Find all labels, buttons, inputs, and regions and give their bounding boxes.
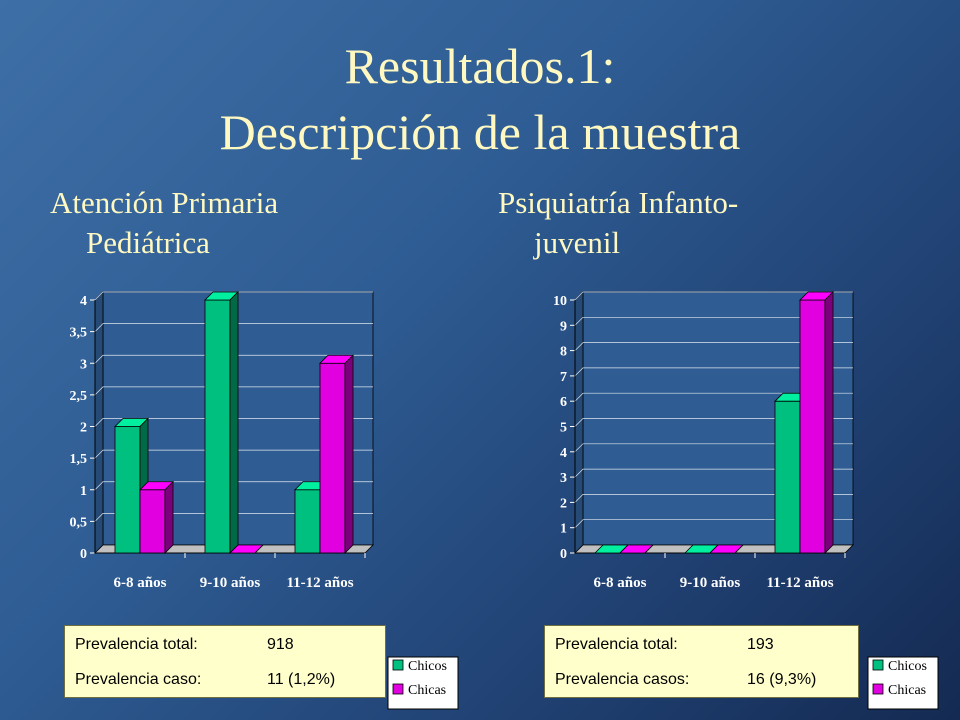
y-tick-label: 2,5 (70, 389, 88, 404)
y-tick-label: 0,5 (70, 515, 88, 530)
legend-label: Chicos (408, 659, 447, 674)
y-tick-label: 1 (80, 484, 87, 499)
y-tick-label: 4 (560, 446, 567, 461)
primary-care-bar-chart: 0 0,5 1 1,5 2 2,5 3 3,5 4 6-8 años 9-10 años 11-12 … (70, 291, 459, 710)
y-tick-label: 4 (80, 294, 87, 309)
slide-title-line2: Descripción de la muestra (219, 104, 741, 160)
x-category-label: 6-8 años (594, 575, 647, 591)
gridline (94, 291, 373, 301)
prevalence-cases-value: 16 (9,3%) (747, 671, 817, 688)
y-tick-label: 3 (80, 357, 87, 372)
bar-chicas-side (164, 480, 174, 554)
y-tick-label: 3,5 (70, 326, 88, 341)
y-tick-label: 1,5 (70, 452, 88, 467)
bar-chicas-side (644, 544, 654, 554)
bar-chicos-front (774, 400, 801, 554)
x-category-label: 11-12 años (766, 575, 833, 591)
slide-title-line1: Resultados.1: (344, 38, 616, 94)
y-tick-label: 6 (560, 395, 567, 410)
gridline (94, 418, 373, 427)
prevalence-total-label: Prevalencia total: (75, 636, 198, 653)
psychiatry-bar-chart: 0 1 2 3 4 5 6 7 8 9 10 6-8 años 9-10 años 11-12 años C… (553, 291, 939, 710)
y-tick-label: 2 (80, 421, 87, 436)
prevalence-total-label: Prevalencia total: (555, 636, 678, 653)
y-tick-label: 10 (553, 294, 567, 309)
y-tick-label: 5 (560, 421, 567, 436)
gridline (574, 291, 853, 301)
gridline (94, 449, 373, 459)
y-tick-label: 0 (80, 547, 87, 562)
bar-chicas-front (319, 362, 346, 554)
gridline (574, 443, 853, 453)
y-tick-label: 8 (560, 345, 567, 360)
y-tick-label: 7 (560, 370, 567, 385)
gridline (574, 316, 853, 326)
x-category-label: 9-10 años (200, 575, 261, 591)
right-chart-heading: Psiquiatría Infanto- juvenil (498, 183, 918, 263)
gridline (94, 386, 373, 396)
legend-label: Chicos (888, 659, 927, 674)
right-heading-line2: juvenil (534, 225, 621, 260)
right-heading-line1: Psiquiatría Infanto- (498, 185, 739, 220)
gridline (574, 494, 853, 503)
prevalence-total-value: 918 (267, 636, 294, 653)
bar-chicos-side (229, 291, 239, 554)
legend-label: Chicas (408, 683, 446, 698)
gridline (574, 367, 853, 377)
legend-swatch (872, 659, 884, 671)
prevalence-box-primary-care: Prevalencia total: 918 Prevalencia caso:… (64, 625, 386, 698)
left-heading-line1: Atención Primaria (50, 185, 279, 220)
gridline (574, 392, 853, 402)
bar-chicas-side (344, 354, 354, 554)
gridline (94, 323, 373, 332)
gridline (574, 519, 853, 528)
bar-chicos-front (294, 489, 321, 554)
y-tick-label: 9 (560, 319, 567, 334)
legend-label: Chicas (888, 683, 926, 698)
gridline (94, 354, 373, 364)
bar-chicas-front (139, 489, 166, 554)
left-heading-line2: Pediátrica (86, 225, 210, 260)
bar-chicas-side (824, 291, 834, 554)
gridline (94, 481, 373, 490)
prevalence-cases-label: Prevalencia caso: (75, 671, 202, 688)
legend-swatch (872, 683, 884, 695)
legend-swatch (392, 683, 404, 695)
prevalence-box-psychiatry: Prevalencia total: 193 Prevalencia casos… (544, 625, 859, 698)
y-tick-label: 2 (560, 496, 567, 511)
y-tick-label: 0 (560, 547, 567, 562)
left-chart-heading: Atención Primaria Pediátrica (50, 183, 470, 263)
gridline (574, 342, 853, 351)
legend-swatch (392, 659, 404, 671)
prevalence-cases-label: Prevalencia casos: (555, 671, 690, 688)
gridline (574, 468, 853, 478)
bar-chicas-front (799, 299, 826, 554)
x-category-label: 11-12 años (286, 575, 353, 591)
bar-chicos-front (114, 426, 141, 554)
x-category-label: 9-10 años (680, 575, 741, 591)
bar-chicos-front (204, 299, 231, 554)
y-tick-label: 1 (560, 522, 567, 537)
prevalence-total-value: 193 (747, 636, 774, 653)
bar-chicas-side (734, 544, 744, 554)
gridline (574, 418, 853, 427)
x-category-label: 6-8 años (114, 575, 167, 591)
prevalence-cases-value: 11 (1,2%) (267, 671, 336, 688)
bar-chicas-side (254, 544, 264, 554)
y-tick-label: 3 (560, 471, 567, 486)
gridline (94, 513, 373, 522)
